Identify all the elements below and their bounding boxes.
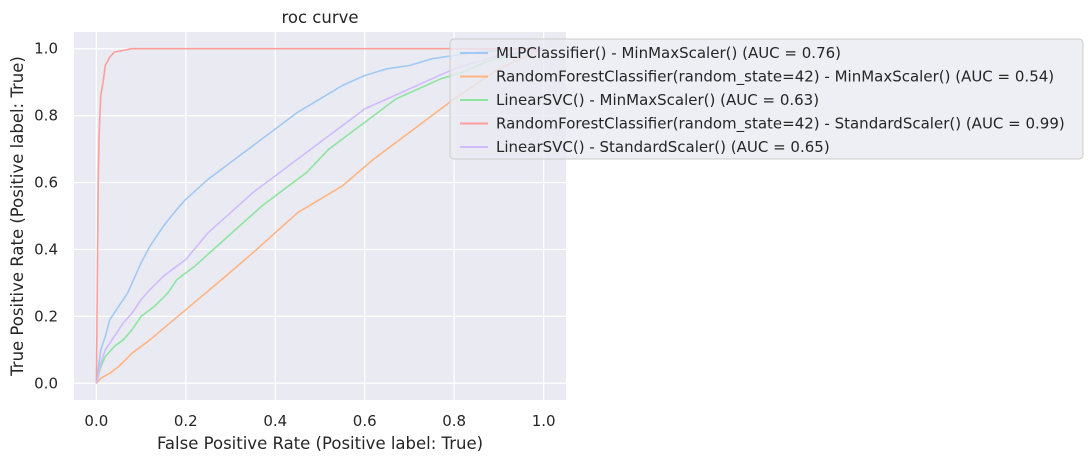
- chart-title: roc curve: [281, 8, 358, 27]
- x-axis-ticks: 0.0 0.2 0.4 0.6 0.8 1.0: [84, 412, 555, 430]
- series-line-2: [95, 47, 544, 384]
- y-tick-label: 0.0: [34, 374, 58, 392]
- series-layer: [95, 47, 544, 384]
- series-line-1: [95, 47, 544, 384]
- legend-label-5: LinearSVC() - StandardScaler() (AUC = 0.…: [496, 138, 830, 156]
- x-tick-label: 0.8: [442, 412, 466, 430]
- legend-label-1: MLPClassifier() - MinMaxScaler() (AUC = …: [496, 44, 841, 62]
- y-axis-ticks: 0.0 0.2 0.4 0.6 0.8 1.0: [34, 40, 58, 393]
- y-axis-label: True Positive Rate (Positive label: True…: [8, 56, 27, 377]
- x-tick-label: 0.4: [263, 412, 287, 430]
- series-line-3: [95, 47, 544, 384]
- y-tick-label: 0.2: [34, 307, 58, 325]
- legend-label-2: RandomForestClassifier(random_state=42) …: [496, 68, 1054, 87]
- legend: MLPClassifier() - MinMaxScaler() (AUC = …: [449, 38, 1084, 160]
- y-tick-label: 1.0: [34, 40, 58, 58]
- x-axis-label: False Positive Rate (Positive label: Tru…: [157, 434, 483, 453]
- y-tick-label: 0.6: [34, 174, 58, 192]
- y-tick-label: 0.4: [34, 240, 58, 258]
- legend-label-4: RandomForestClassifier(random_state=42) …: [496, 115, 1065, 134]
- y-tick-label: 0.8: [34, 107, 58, 125]
- series-line-4: [95, 47, 544, 384]
- x-tick-label: 0.2: [174, 412, 198, 430]
- x-tick-label: 1.0: [532, 412, 556, 430]
- x-tick-label: 0.0: [84, 412, 108, 430]
- legend-label-3: LinearSVC() - MinMaxScaler() (AUC = 0.63…: [496, 91, 819, 109]
- x-tick-label: 0.6: [353, 412, 377, 430]
- legend-box: [449, 38, 1084, 160]
